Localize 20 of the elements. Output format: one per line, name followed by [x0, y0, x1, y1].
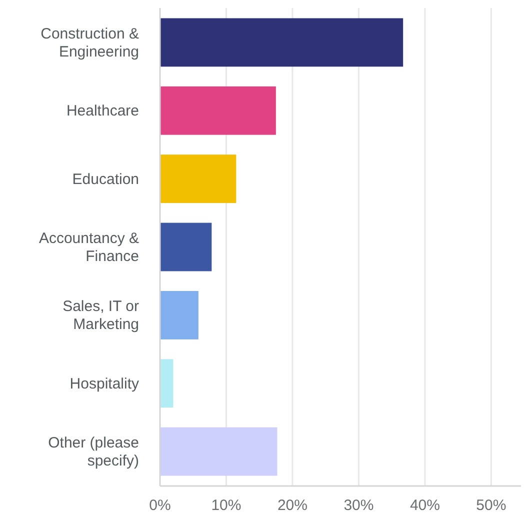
x-tick-label: 40% — [410, 497, 440, 514]
bar — [160, 222, 212, 272]
bar — [160, 154, 236, 204]
x-tick-label: 30% — [344, 497, 374, 514]
y-tick-label: Accountancy & Finance — [38, 230, 139, 265]
bar — [160, 359, 174, 408]
y-tick-label: Hospitality — [70, 375, 140, 392]
bar — [160, 427, 278, 476]
x-tick-label: 50% — [476, 497, 506, 514]
bar — [160, 18, 404, 67]
bar — [160, 290, 198, 340]
x-tick-label: 10% — [211, 497, 242, 514]
y-tick-label: Construction & Engineering — [40, 25, 139, 60]
x-tick-label: 20% — [277, 497, 308, 514]
y-tick-label: Sales, IT or Marketing — [62, 298, 140, 334]
y-tick-label: Healthcare — [66, 102, 139, 120]
y-tick-label: Other (please specify) — [48, 434, 139, 470]
x-tick-label: 0% — [149, 497, 171, 514]
y-tick-label: Education — [72, 170, 139, 188]
bar — [160, 86, 276, 135]
